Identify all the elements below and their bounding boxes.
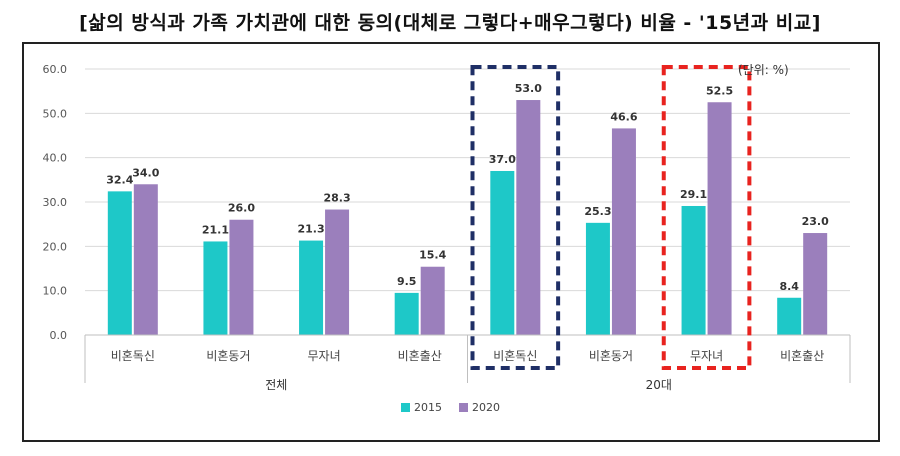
bar-2015 <box>299 240 324 335</box>
legend-label: 2015 <box>414 401 442 414</box>
data-label-2020: 34.0 <box>132 166 159 179</box>
y-tick-label: 0.0 <box>50 329 68 342</box>
x-tick-label: 비혼독신 <box>493 349 537 363</box>
bar-2015 <box>394 292 419 335</box>
bar-2020 <box>707 102 732 335</box>
x-tick-label: 비혼독신 <box>111 349 155 363</box>
bar-2020 <box>420 266 445 335</box>
highlight-boxes <box>470 65 752 370</box>
bar-2020 <box>516 100 541 336</box>
x-tick-label: 비혼출산 <box>780 349 824 363</box>
chart-title: [삶의 방식과 가족 가치관에 대한 동의(대체로 그렇다+매우그렇다) 비율 … <box>79 12 821 34</box>
y-axis: 0.0 10.0 20.0 30.0 40.0 50.0 60.0 <box>43 63 68 342</box>
y-tick-label: 10.0 <box>43 285 68 298</box>
bar-2020 <box>803 233 828 335</box>
bar-2015 <box>203 241 228 335</box>
data-label-2020: 15.4 <box>419 249 446 262</box>
x-group-label: 20대 <box>646 378 672 392</box>
data-label-2015: 37.0 <box>489 153 516 166</box>
x-tick-label: 무자녀 <box>308 349 341 363</box>
x-group-label: 전체 <box>265 378 287 392</box>
data-label-2015: 29.1 <box>680 188 707 201</box>
bar-2015 <box>490 170 515 335</box>
y-tick-label: 50.0 <box>43 107 68 120</box>
data-label-2020: 52.5 <box>706 84 733 97</box>
bars <box>107 100 828 336</box>
x-tick-label: 비혼출산 <box>398 349 442 363</box>
unit-label: (단위: %) <box>738 63 789 77</box>
data-label-2015: 8.4 <box>779 280 799 293</box>
bar-2020 <box>229 219 254 335</box>
x-tick-label: 비혼동거 <box>206 349 250 363</box>
bar-2020 <box>611 128 636 335</box>
data-labels: 32.434.0 21.1 26.0 21.3 28.3 9.515.4 37.0 53.0 2… <box>106 82 829 293</box>
bar-2020 <box>325 209 350 335</box>
y-tick-label: 60.0 <box>43 63 68 76</box>
x-tick-label: 비혼동거 <box>589 349 633 363</box>
y-tick-label: 30.0 <box>43 196 68 209</box>
legend-swatch-2015 <box>401 403 410 412</box>
bar-2015 <box>681 205 706 335</box>
data-label-2020: 26.0 <box>228 202 255 215</box>
gridlines <box>85 68 850 336</box>
data-label-2015: 21.1 <box>202 223 229 236</box>
bar-2015 <box>107 191 132 335</box>
bar-2020 <box>133 184 158 335</box>
bar-2015 <box>777 297 802 335</box>
y-tick-label: 20.0 <box>43 240 68 253</box>
highlight-box-blue <box>470 65 561 370</box>
highlight-box-red <box>661 65 752 370</box>
data-label-2020: 28.3 <box>323 192 350 205</box>
legend: 2015 2020 <box>401 401 500 414</box>
y-tick-label: 40.0 <box>43 152 68 165</box>
data-label-2015: 25.3 <box>584 205 611 218</box>
data-label-2020: 23.0 <box>802 215 829 228</box>
bar-2015 <box>585 222 610 335</box>
chart-frame <box>22 42 880 442</box>
data-label-2020: 46.6 <box>610 110 637 123</box>
data-label-2020: 53.0 <box>515 82 542 95</box>
x-tick-label: 무자녀 <box>690 349 723 363</box>
data-label-2015: 9.5 <box>397 275 417 288</box>
data-label-2015: 32.4 <box>106 173 133 186</box>
data-label-2015: 21.3 <box>297 223 324 236</box>
legend-swatch-2020 <box>459 403 468 412</box>
legend-label: 2020 <box>472 401 500 414</box>
